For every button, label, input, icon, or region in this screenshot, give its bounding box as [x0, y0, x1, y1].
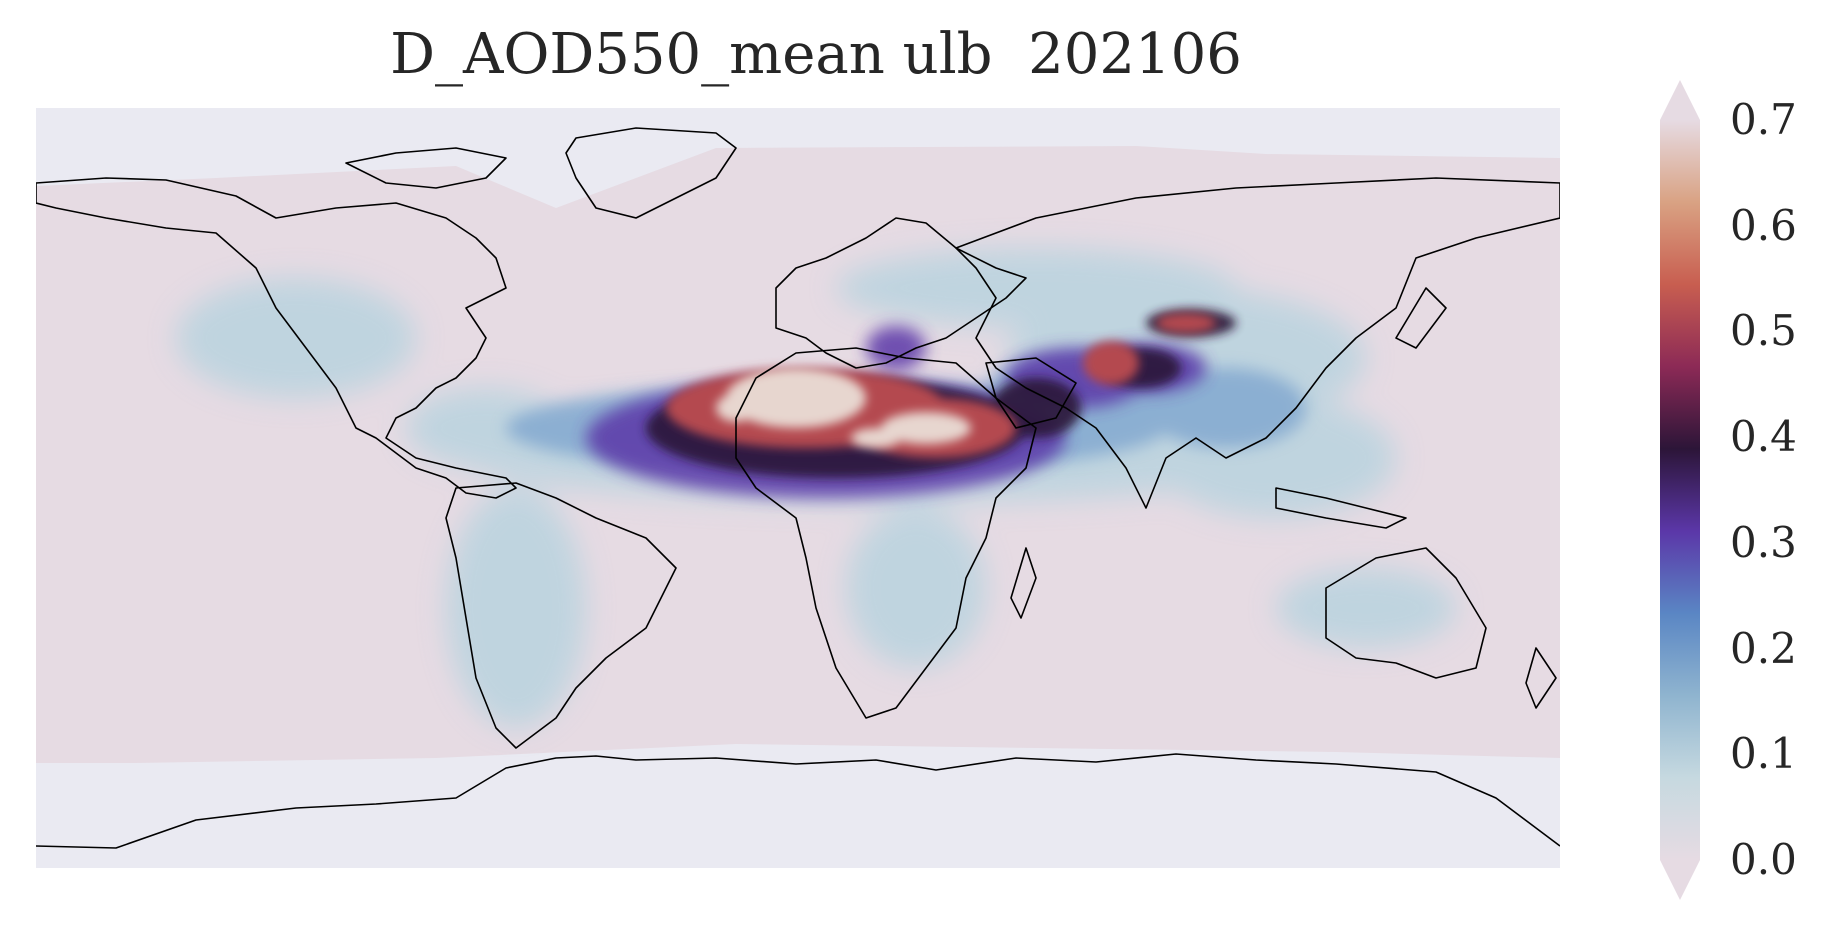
colorbar: [1660, 80, 1700, 900]
colorbar-tick-label: 0.5: [1730, 306, 1797, 356]
colorbar-tick-label: 0.4: [1730, 412, 1797, 462]
colorbar-tick-label: 0.1: [1730, 729, 1797, 779]
world-map: [36, 108, 1560, 868]
colorbar-tick-label: 0.7: [1730, 95, 1797, 144]
colorbar-tick-label: 0.3: [1730, 517, 1797, 567]
colorbar-tick-label: 0.6: [1730, 200, 1797, 250]
colorbar-tick-label: 0.0: [1730, 835, 1797, 884]
colorbar-extend-max: [1660, 80, 1700, 120]
coastlines: [36, 127, 1560, 849]
colorbar-extend-min: [1660, 860, 1700, 900]
colorbar-tick-label: 0.2: [1730, 623, 1797, 673]
plot-title: D_AOD550_mean ulb 202106: [390, 22, 1242, 87]
aod-peak-band: [716, 368, 971, 448]
colorbar-gradient: [1660, 120, 1700, 860]
